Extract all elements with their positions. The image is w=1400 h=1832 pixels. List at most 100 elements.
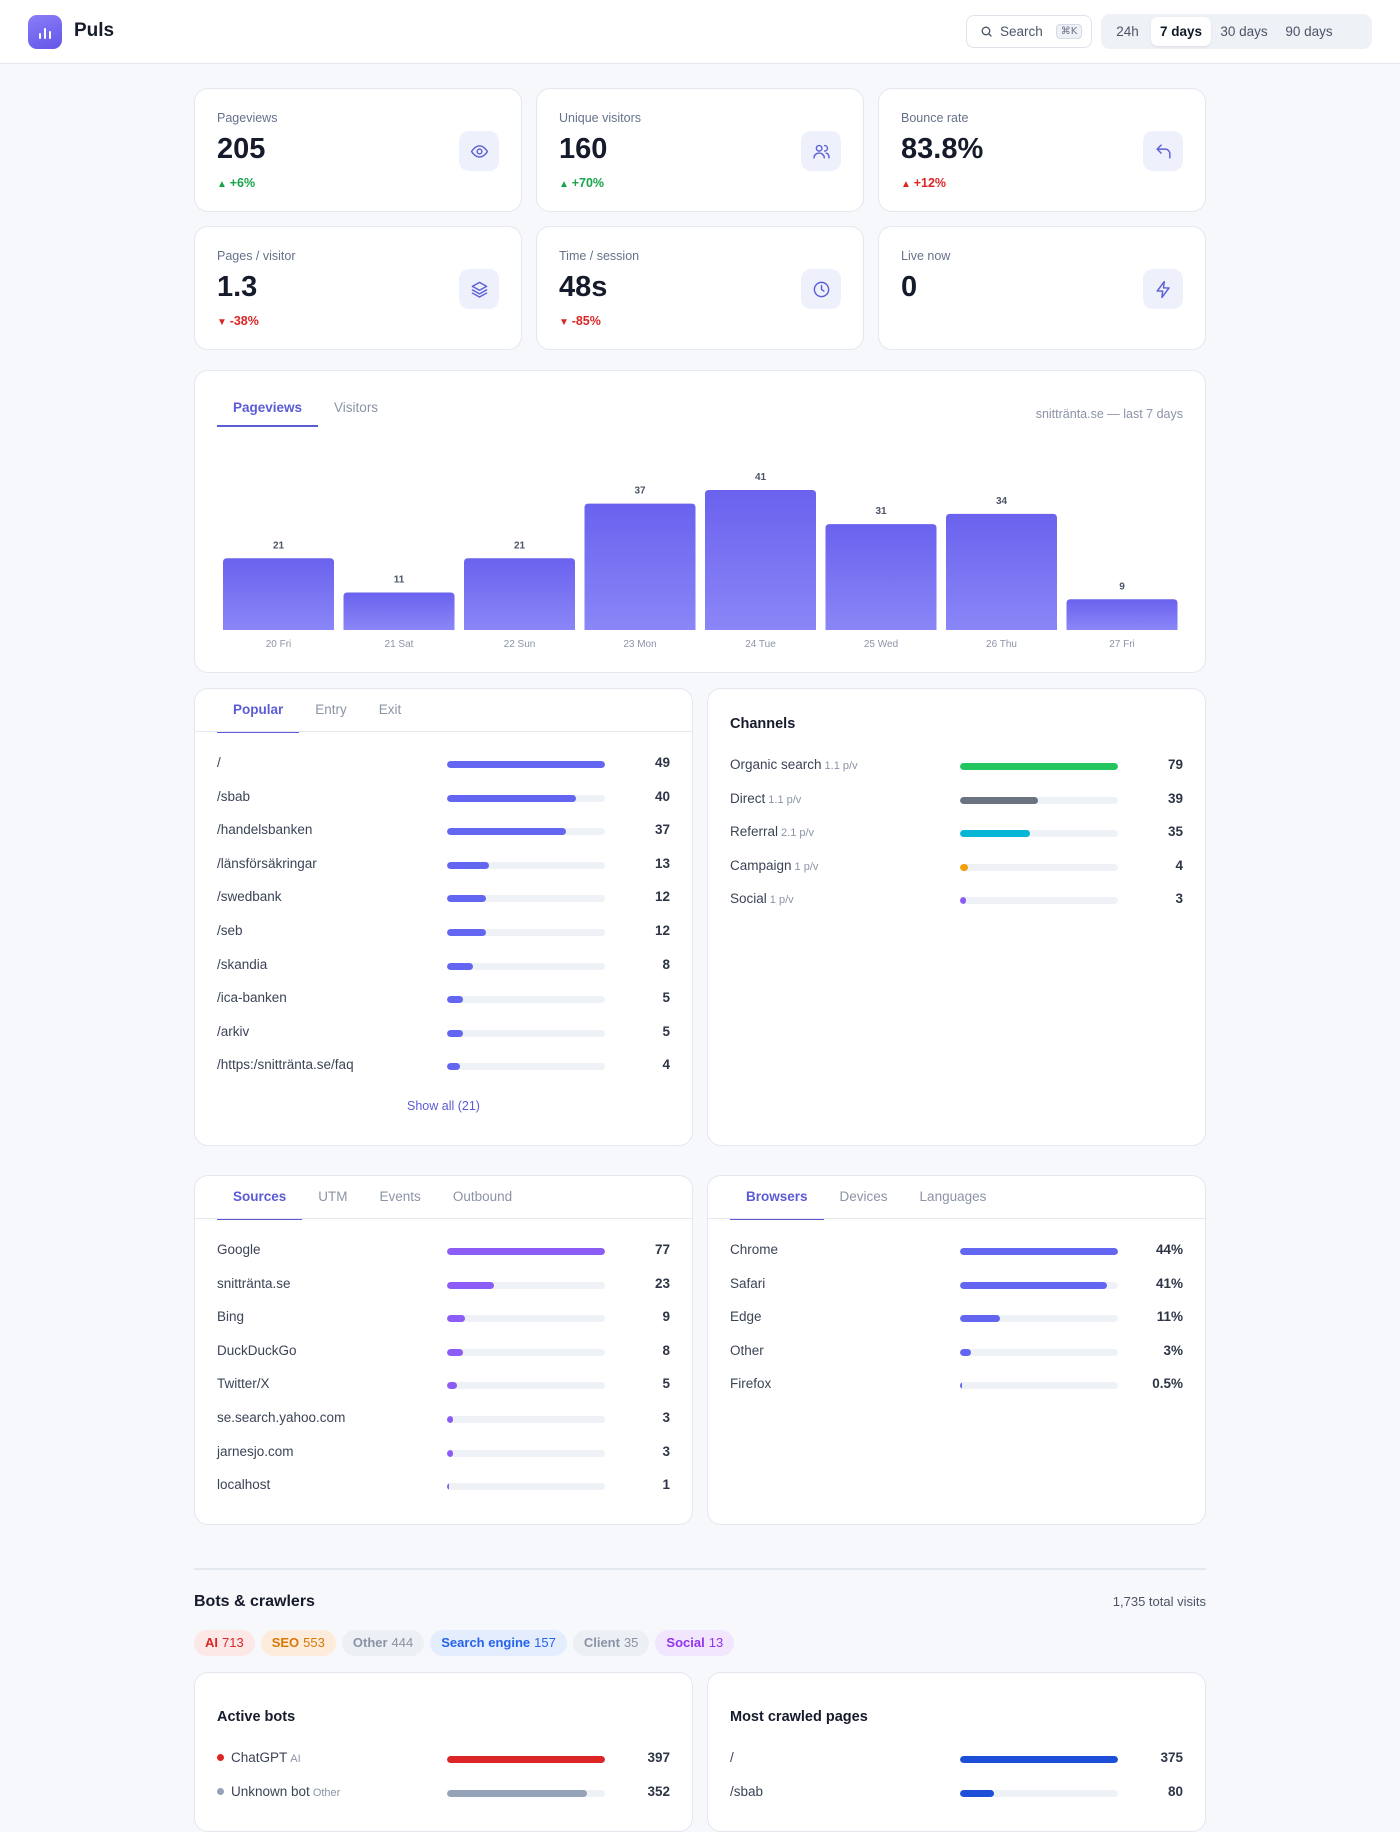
range-24h[interactable]: 24h bbox=[1116, 24, 1139, 39]
progress-bar bbox=[447, 1315, 466, 1323]
tab-sources[interactable]: Sources bbox=[217, 1176, 303, 1220]
active-bots-title: Active bots bbox=[217, 1709, 296, 1725]
list-item[interactable]: /https:/snittränta.se/faq 4 bbox=[217, 1056, 670, 1076]
list-item[interactable]: se.search.yahoo.com 3 bbox=[217, 1409, 670, 1429]
progress-bar bbox=[447, 962, 473, 970]
tab-outbound[interactable]: Outbound bbox=[452, 1189, 513, 1204]
list-item[interactable]: Twitter/X 5 bbox=[217, 1375, 670, 1395]
list-item[interactable]: Bing 9 bbox=[217, 1308, 670, 1328]
tab-browsers[interactable]: Browsers bbox=[730, 1176, 824, 1220]
bot-category-pills: AI 713 SEO 553 Other 444 Search engine 157 Clien… bbox=[194, 1630, 740, 1656]
list-item[interactable]: /sbab 40 bbox=[217, 788, 670, 808]
bot-pill-social[interactable]: Social 13 bbox=[655, 1630, 735, 1656]
tab-utm[interactable]: UTM bbox=[318, 1189, 348, 1204]
list-item-name: /swedbank bbox=[217, 889, 282, 904]
list-item[interactable]: Google 77 bbox=[217, 1241, 670, 1261]
list-item[interactable]: Safari 41% bbox=[730, 1275, 1183, 1295]
tab-events[interactable]: Events bbox=[379, 1189, 421, 1204]
tab-popular[interactable]: Popular bbox=[217, 689, 300, 733]
list-item[interactable]: Chrome 44% bbox=[730, 1241, 1183, 1261]
list-item-tag: AI bbox=[290, 1753, 301, 1765]
progress-bar bbox=[447, 861, 489, 869]
list-item-label: Google bbox=[217, 1242, 261, 1257]
triangle-down-icon: ▼ bbox=[559, 317, 572, 328]
tab-languages[interactable]: Languages bbox=[919, 1189, 987, 1204]
tab-devices[interactable]: Devices bbox=[839, 1189, 888, 1204]
tab-divider bbox=[195, 1218, 692, 1219]
list-item[interactable]: Edge 11% bbox=[730, 1308, 1183, 1328]
list-item-label: Social bbox=[730, 891, 767, 907]
tab-visitors[interactable]: Visitors bbox=[334, 400, 379, 415]
list-item[interactable]: ChatGPT AI 397 bbox=[217, 1749, 670, 1769]
list-item[interactable]: /handelsbanken 37 bbox=[217, 821, 670, 841]
crawled-pages-title: Most crawled pages bbox=[730, 1709, 868, 1725]
list-item[interactable]: /skandia 8 bbox=[217, 956, 670, 976]
tab-pageviews[interactable]: Pageviews bbox=[217, 393, 319, 427]
tab-exit[interactable]: Exit bbox=[378, 702, 402, 717]
show-all-link[interactable]: Show all (21) bbox=[407, 1099, 480, 1113]
list-item[interactable]: Referral 2.1 p/v 35 bbox=[730, 823, 1183, 843]
bot-pill-seo[interactable]: SEO 553 bbox=[260, 1630, 336, 1656]
pill-label: Social bbox=[666, 1635, 705, 1650]
list-item[interactable]: /arkiv 5 bbox=[217, 1023, 670, 1043]
list-item-name: Organic search 1.1 p/v bbox=[730, 757, 858, 772]
progress-bar bbox=[960, 763, 1118, 770]
logo-icon[interactable] bbox=[28, 15, 62, 49]
bot-pill-client[interactable]: Client 35 bbox=[572, 1630, 650, 1656]
range-90-days[interactable]: 90 days bbox=[1285, 24, 1333, 39]
list-item-value: 4 bbox=[662, 1057, 670, 1073]
progress-track bbox=[447, 1248, 605, 1255]
eye-icon bbox=[459, 131, 499, 171]
list-item[interactable]: / 49 bbox=[217, 754, 670, 774]
list-item[interactable]: / 375 bbox=[730, 1749, 1183, 1769]
list-item[interactable]: Firefox 0.5% bbox=[730, 1375, 1183, 1395]
stat-change: ▼ -85% bbox=[559, 314, 601, 328]
progress-bar bbox=[447, 1790, 588, 1797]
list-item[interactable]: Social 1 p/v 3 bbox=[730, 890, 1183, 910]
list-item[interactable]: Organic search 1.1 p/v 79 bbox=[730, 756, 1183, 776]
chart-bar[interactable] bbox=[1066, 599, 1178, 630]
list-item[interactable]: localhost 1 bbox=[217, 1476, 670, 1496]
list-item[interactable]: /sbab 80 bbox=[730, 1783, 1183, 1803]
bot-pill-ai[interactable]: AI 713 bbox=[194, 1630, 255, 1656]
list-item[interactable]: snittränta.se 23 bbox=[217, 1275, 670, 1295]
chart-bar[interactable] bbox=[825, 524, 937, 630]
chart-bar[interactable] bbox=[946, 513, 1057, 630]
list-item[interactable]: Campaign 1 p/v 4 bbox=[730, 857, 1183, 877]
pill-count: 157 bbox=[534, 1635, 556, 1650]
list-item[interactable]: /länsförsäkringar 13 bbox=[217, 855, 670, 875]
list-item[interactable]: Unknown bot Other 352 bbox=[217, 1783, 670, 1803]
stat-value: 1.3 bbox=[217, 271, 258, 303]
bot-pill-search-engine[interactable]: Search engine 157 bbox=[430, 1630, 567, 1656]
list-item-value: 375 bbox=[1160, 1750, 1183, 1765]
bot-pill-other[interactable]: Other 444 bbox=[341, 1630, 425, 1656]
list-item[interactable]: jarnesjo.com 3 bbox=[217, 1443, 670, 1463]
list-item[interactable]: /seb 12 bbox=[217, 922, 670, 942]
chart-bar[interactable] bbox=[584, 503, 696, 630]
tab-entry[interactable]: Entry bbox=[315, 702, 347, 717]
list-item[interactable]: Other 3% bbox=[730, 1342, 1183, 1362]
progress-track bbox=[960, 830, 1118, 838]
range-7-days[interactable]: 7 days bbox=[1151, 17, 1211, 46]
list-item[interactable]: DuckDuckGo 8 bbox=[217, 1342, 670, 1362]
chart-x-tick-label: 24 Tue bbox=[745, 639, 776, 650]
stat-card-live-now: Live now 0 bbox=[878, 226, 1206, 350]
list-item-name: Edge bbox=[730, 1309, 762, 1324]
list-item[interactable]: Direct 1.1 p/v 39 bbox=[730, 790, 1183, 810]
chart-bar[interactable] bbox=[223, 558, 334, 630]
range-30-days[interactable]: 30 days bbox=[1220, 24, 1268, 39]
list-item-label: se.search.yahoo.com bbox=[217, 1410, 346, 1425]
stat-change: ▲ +12% bbox=[901, 176, 946, 190]
chart-bar[interactable] bbox=[705, 490, 816, 630]
search-button[interactable]: Search ⌘K bbox=[966, 15, 1092, 48]
chart-bar[interactable] bbox=[464, 558, 575, 630]
list-item-name: /https:/snittränta.se/faq bbox=[217, 1057, 354, 1072]
list-item[interactable]: /ica-banken 5 bbox=[217, 989, 670, 1009]
list-item-name: Social 1 p/v bbox=[730, 891, 794, 906]
list-item[interactable]: /swedbank 12 bbox=[217, 888, 670, 908]
chart-bar[interactable] bbox=[343, 592, 455, 630]
list-item-name: Direct 1.1 p/v bbox=[730, 791, 801, 806]
stat-change-value: +12% bbox=[913, 176, 947, 190]
chart-data-label: 11 bbox=[394, 574, 405, 585]
stat-label: Live now bbox=[901, 249, 951, 263]
